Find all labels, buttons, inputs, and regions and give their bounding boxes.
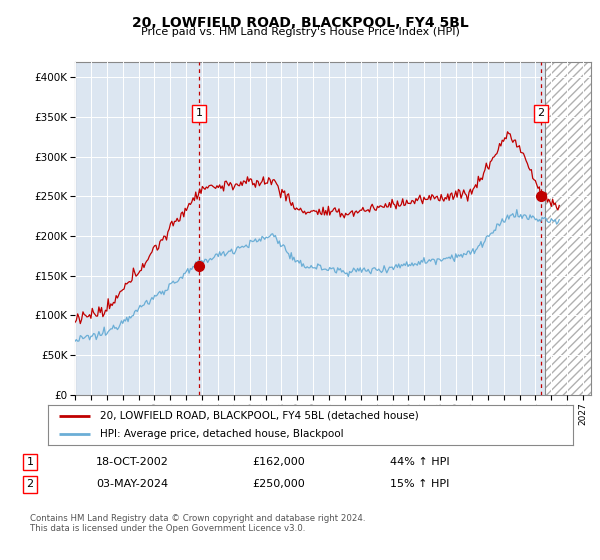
Text: £250,000: £250,000 xyxy=(252,479,305,489)
Text: 20, LOWFIELD ROAD, BLACKPOOL, FY4 5BL (detached house): 20, LOWFIELD ROAD, BLACKPOOL, FY4 5BL (d… xyxy=(101,411,419,421)
Text: Contains HM Land Registry data © Crown copyright and database right 2024.
This d: Contains HM Land Registry data © Crown c… xyxy=(30,514,365,534)
Text: £162,000: £162,000 xyxy=(252,457,305,467)
Text: 2: 2 xyxy=(538,108,545,118)
Text: 1: 1 xyxy=(26,457,34,467)
Text: 03-MAY-2024: 03-MAY-2024 xyxy=(96,479,168,489)
Text: 1: 1 xyxy=(196,108,202,118)
Text: 44% ↑ HPI: 44% ↑ HPI xyxy=(390,457,449,467)
Text: Price paid vs. HM Land Registry's House Price Index (HPI): Price paid vs. HM Land Registry's House … xyxy=(140,27,460,37)
Text: 20, LOWFIELD ROAD, BLACKPOOL, FY4 5BL: 20, LOWFIELD ROAD, BLACKPOOL, FY4 5BL xyxy=(131,16,469,30)
Text: 15% ↑ HPI: 15% ↑ HPI xyxy=(390,479,449,489)
Bar xyxy=(545,62,591,395)
Bar xyxy=(545,62,591,395)
Text: 2: 2 xyxy=(26,479,34,489)
Text: 18-OCT-2002: 18-OCT-2002 xyxy=(96,457,169,467)
Text: HPI: Average price, detached house, Blackpool: HPI: Average price, detached house, Blac… xyxy=(101,430,344,439)
